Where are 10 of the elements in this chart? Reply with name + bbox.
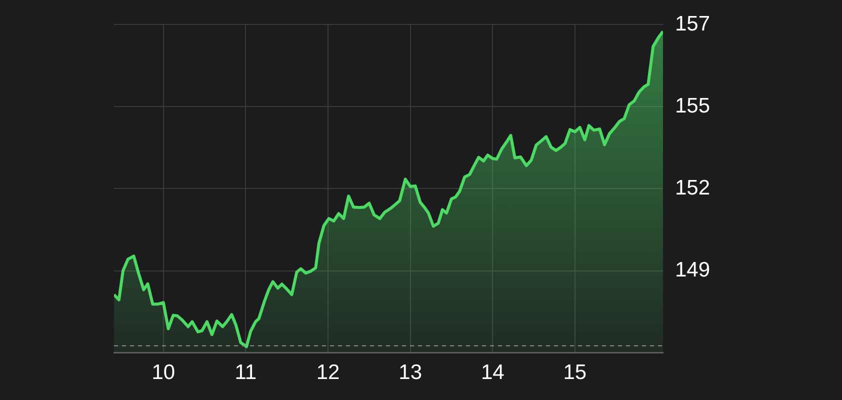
x-tick-label: 11	[234, 361, 257, 384]
x-tick-label: 10	[152, 361, 176, 384]
y-tick-label: 155	[675, 94, 710, 118]
y-tick-label: 149	[675, 258, 710, 282]
x-tick-label: 13	[398, 361, 422, 384]
x-tick-label: 12	[316, 361, 340, 384]
x-tick-label: 14	[480, 361, 505, 384]
y-tick-label: 157	[675, 12, 710, 36]
x-tick-label: 15	[563, 361, 587, 384]
y-tick-label: 152	[675, 176, 710, 200]
